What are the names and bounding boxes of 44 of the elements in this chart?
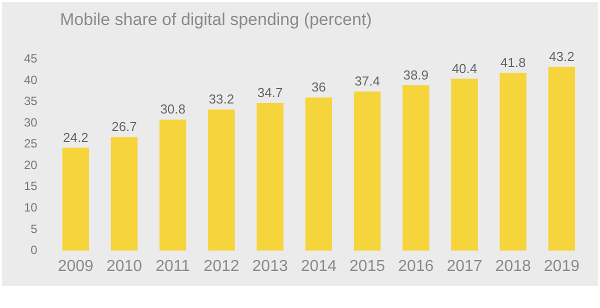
y-tick-label: 35: [24, 94, 38, 108]
data-label: 34.7: [257, 85, 283, 100]
bar: [208, 109, 235, 251]
y-tick-label: 30: [24, 115, 38, 130]
bar: [354, 92, 381, 251]
data-label: 40.4: [452, 60, 478, 76]
data-label: 43.2: [549, 48, 574, 64]
data-label: 30.8: [160, 102, 186, 117]
x-tick-label: 2012: [204, 258, 240, 275]
bar: [159, 120, 186, 251]
bar: [110, 137, 138, 251]
x-tick-label: 2016: [398, 258, 434, 275]
x-tick-label: 2018: [495, 258, 531, 275]
bar: [62, 148, 90, 251]
bar: [451, 78, 478, 251]
y-tick-label: 15: [24, 179, 38, 194]
x-tick-label: 2011: [156, 258, 190, 275]
data-label: 33.2: [208, 92, 234, 107]
data-label: 38.9: [403, 67, 429, 82]
y-tick-label: 25: [24, 136, 38, 151]
bar: [402, 85, 430, 251]
data-label: 36: [311, 80, 326, 95]
data-label: 41.8: [500, 54, 526, 70]
x-tick-label: 2015: [349, 258, 386, 275]
x-tick-label: 2014: [300, 258, 337, 275]
y-tick-label: 0: [30, 243, 38, 258]
data-label: 26.7: [112, 119, 137, 134]
bar: [256, 103, 284, 251]
bar: [305, 98, 332, 251]
bar: [548, 66, 576, 251]
bar: [500, 72, 526, 251]
x-tick-label: 2013: [252, 258, 288, 275]
y-tick-label: 10: [24, 200, 38, 215]
x-tick-label: 2010: [106, 258, 142, 275]
y-tick-label: 40: [24, 72, 38, 87]
data-label: 24.2: [62, 130, 88, 145]
y-tick-label: 20: [24, 158, 38, 172]
x-tick-label: 2009: [58, 258, 94, 275]
y-tick-label: 45: [24, 52, 38, 66]
x-tick-label: 2017: [446, 258, 482, 275]
chart-title: Mobile share of digital spending (percent): [60, 10, 372, 30]
y-tick-label: 5: [30, 222, 38, 236]
x-tick-label: 2019: [544, 258, 580, 275]
data-label: 37.4: [354, 74, 380, 89]
